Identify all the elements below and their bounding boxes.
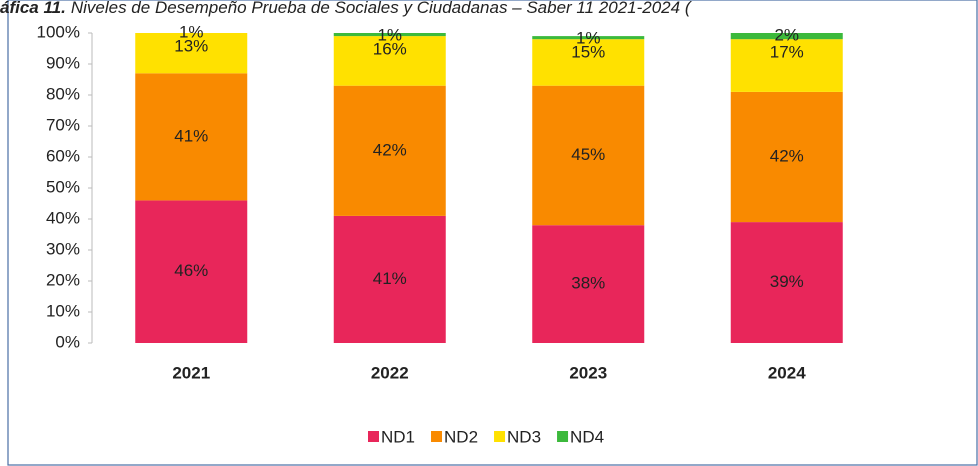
data-label: 1% [576, 29, 601, 48]
bar-segment [333, 215, 446, 343]
data-label: 13% [174, 36, 208, 55]
bar-segment [532, 225, 645, 343]
y-tick-label: 40% [46, 208, 80, 227]
y-tick-label: 20% [46, 270, 80, 289]
y-tick-label: 70% [46, 115, 80, 134]
legend-label: ND2 [444, 427, 478, 446]
bar-segment [730, 39, 843, 92]
y-tick-label: 80% [46, 84, 80, 103]
bar-segment [730, 222, 843, 343]
bar-segment [135, 33, 248, 74]
legend-label: ND3 [507, 427, 541, 446]
title-label: áfica 11. [0, 0, 66, 17]
data-label: 38% [571, 274, 605, 293]
frame [7, 0, 978, 466]
legend-swatch [368, 431, 379, 442]
legend-swatch [557, 431, 569, 442]
data-label: 1% [377, 25, 402, 44]
y-tick-label: 50% [46, 177, 80, 196]
bar-segment [135, 73, 248, 201]
data-label: 39% [770, 272, 804, 291]
y-tick-label: 60% [46, 146, 80, 165]
data-label: 15% [571, 43, 605, 62]
x-tick-label: 2021 [172, 363, 210, 382]
data-label: 46% [174, 261, 208, 280]
data-label: 1% [179, 22, 204, 41]
y-tick-label: 0% [55, 332, 80, 351]
legend-swatch [431, 431, 443, 442]
bar-segment [333, 36, 446, 86]
x-tick-label: 2023 [569, 363, 607, 382]
legend-label: ND4 [570, 427, 604, 446]
x-tick-label: 2024 [768, 363, 806, 382]
bar-segment [333, 33, 446, 37]
data-label: 2% [774, 25, 799, 44]
x-tick-label: 2022 [371, 363, 409, 382]
plot [135, 33, 843, 343]
legend-label: ND1 [381, 427, 415, 446]
bar-segment [532, 85, 645, 226]
bar-segment [730, 91, 843, 223]
data-label: 41% [174, 126, 208, 145]
data-label: 41% [373, 269, 407, 288]
bar-segment [135, 200, 248, 343]
legend-swatch [494, 431, 506, 442]
bar-segment [532, 39, 645, 86]
chart-title: áfica 11. Niveles de Desempeño Prueba de … [0, 0, 693, 17]
y-tick-label: 10% [46, 301, 80, 320]
bar-segment [532, 36, 645, 40]
data-label: 42% [770, 146, 804, 165]
bar-segment [333, 85, 446, 216]
title-text: Niveles de Desempeño Prueba de Sociales … [71, 0, 693, 17]
data-label: 16% [373, 40, 407, 59]
data-label: 17% [770, 43, 804, 62]
y-tick-label: 30% [46, 239, 80, 258]
y-tick-label: 100% [37, 22, 80, 41]
data-label: 42% [373, 140, 407, 159]
data-label: 45% [571, 145, 605, 164]
y-tick-label: 90% [46, 53, 80, 72]
bar-segment [730, 33, 843, 40]
